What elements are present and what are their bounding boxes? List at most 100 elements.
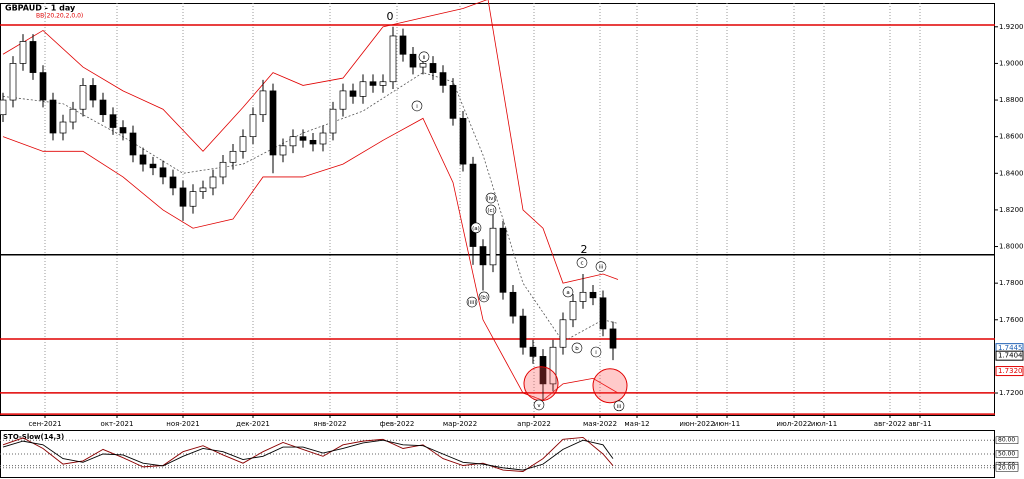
candle-body	[259, 90, 267, 116]
candle-body	[269, 90, 277, 156]
x-tick-label: дек-2021	[236, 420, 270, 428]
candle-body	[519, 315, 527, 348]
candle-body	[89, 85, 97, 101]
x-tick-label: мая-12	[624, 420, 649, 428]
candle-body	[9, 63, 17, 101]
candle-body	[319, 132, 327, 145]
x-tick-label: июн-2022	[679, 420, 714, 428]
x-tick-label: мар-2022	[443, 420, 477, 428]
x-tick-label: авг-11	[908, 420, 932, 428]
y-tick-label: 1.7600	[999, 316, 1024, 324]
candle-body	[299, 136, 307, 141]
chart-title: GBPAUD - 1 day	[5, 4, 76, 13]
wave-label: (b)	[480, 295, 488, 301]
candle-body	[219, 161, 227, 178]
x-tick-label: окт-2021	[101, 420, 134, 428]
wave-label: iii	[617, 404, 622, 410]
wave-marker	[411, 100, 423, 112]
y-tick-label: 1.9000	[999, 59, 1024, 67]
candle-body	[509, 291, 517, 317]
x-tick-label: июл-11	[811, 420, 837, 428]
candle-body	[529, 346, 537, 357]
candle-body	[359, 81, 367, 97]
x-tick-label: апр-2022	[517, 420, 551, 428]
x-tick-label: сен-2021	[28, 420, 61, 428]
candle-body	[439, 72, 447, 86]
candle-body	[279, 145, 287, 156]
y-tick-label: 1.9200	[999, 23, 1024, 31]
candle-body	[599, 297, 607, 330]
wave-label: i	[595, 350, 597, 356]
candle-body	[239, 136, 247, 152]
candle-body	[389, 35, 397, 83]
x-tick-label: июл-2022	[776, 420, 811, 428]
wave-marker	[576, 257, 588, 268]
candle-body	[149, 163, 157, 169]
y-tick-label: 1.8200	[999, 206, 1024, 214]
candle-body	[409, 53, 417, 68]
x-tick-label: фев-2022	[380, 420, 415, 428]
y-tick-label: 20.00	[998, 464, 1015, 471]
wave-marker	[418, 51, 430, 63]
candle-body	[199, 187, 207, 192]
y-tick-label: 1.8000	[999, 243, 1024, 251]
wave-marker	[613, 400, 625, 412]
highlight-circle	[592, 368, 628, 404]
wave-marker	[470, 222, 482, 234]
candle-body	[589, 291, 597, 299]
candle-body	[459, 118, 467, 165]
y-tick-box	[995, 464, 1019, 472]
candle-body	[39, 72, 47, 101]
candle-body	[479, 246, 487, 266]
x-tick-label: янв-2022	[313, 420, 346, 428]
candle-body	[0, 99, 7, 116]
wave-label: 0	[387, 10, 394, 23]
candle-body	[499, 227, 507, 293]
candle-body	[189, 191, 197, 207]
candle-body	[59, 121, 67, 134]
wave-marker	[466, 296, 478, 308]
candle-body	[139, 154, 147, 165]
candle-body	[369, 81, 377, 86]
candle-body	[119, 127, 127, 134]
candle-body	[609, 328, 617, 349]
candle-body	[289, 136, 297, 147]
wave-label: (c)	[487, 208, 494, 214]
price-tag: 1.7445	[998, 344, 1023, 352]
candle-body	[179, 187, 187, 207]
y-tick-label: 1.7200	[999, 389, 1024, 397]
candle-body	[309, 139, 317, 145]
candle-body	[229, 150, 237, 163]
wave-label: i	[416, 104, 418, 110]
wave-marker	[562, 286, 574, 298]
wave-marker	[595, 261, 607, 272]
candle-body	[79, 85, 87, 110]
bollinger-band	[2, 0, 619, 284]
candle-body	[569, 301, 577, 321]
candle-body	[69, 108, 77, 123]
wave-label: b	[575, 346, 579, 352]
indicator-label: BB(20,20,2,0,0)	[36, 13, 83, 20]
candle-body	[169, 176, 177, 189]
candle-body	[129, 132, 137, 156]
candle-body	[429, 63, 437, 73]
wave-label: (a)	[472, 226, 480, 232]
candle-body	[209, 176, 217, 189]
candle-body	[99, 99, 107, 116]
wave-label: ii	[422, 55, 426, 61]
candle-body	[559, 319, 567, 348]
x-tick-label: ноя-2021	[166, 420, 199, 428]
candle-body	[249, 114, 257, 138]
x-tick-label: мая-2022	[583, 420, 617, 428]
candle-body	[29, 41, 37, 73]
y-tick-label: 50.00	[998, 451, 1015, 458]
candle-body	[419, 63, 427, 68]
wave-marker	[590, 346, 602, 358]
candle-body	[49, 99, 57, 134]
highlight-circle	[523, 366, 559, 402]
wave-label: a	[566, 290, 569, 296]
candle-body	[469, 163, 477, 247]
candle-body	[339, 90, 347, 110]
wave-label: (iii)	[468, 300, 477, 306]
stoch-line	[2, 436, 614, 472]
